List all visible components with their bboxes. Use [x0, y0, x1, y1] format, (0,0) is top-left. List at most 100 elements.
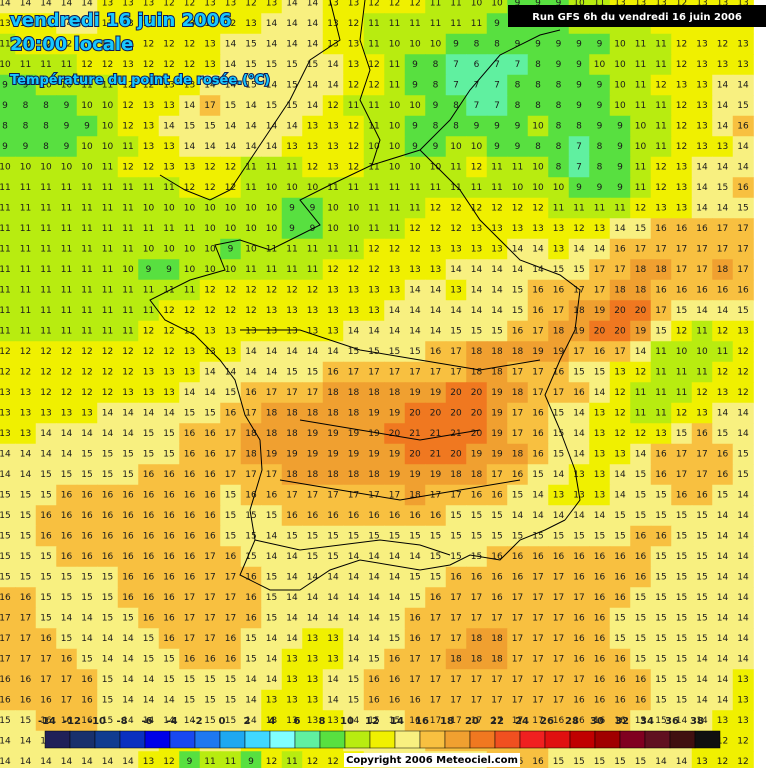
field-value: 15 [81, 593, 92, 603]
field-cell [589, 525, 611, 547]
field-value: 10 [81, 142, 93, 152]
field-value: 14 [430, 306, 442, 316]
field-value: 15 [676, 614, 687, 624]
field-cell [466, 279, 488, 301]
legend-swatch [244, 730, 271, 749]
field-value: 13 [61, 409, 72, 419]
field-value: 10 [635, 122, 647, 132]
field-value: 14 [61, 19, 73, 29]
field-value: 17 [389, 491, 400, 501]
field-cell [261, 628, 283, 650]
field-cell [589, 464, 611, 486]
field-cell [220, 156, 242, 178]
field-value: 17 [450, 716, 461, 726]
field-value: 15 [614, 511, 625, 521]
field-cell [691, 628, 713, 650]
field-cell [343, 74, 365, 96]
field-value: 13 [20, 19, 31, 29]
field-cell [384, 279, 406, 301]
field-value: 11 [573, 204, 584, 214]
field-cell [650, 177, 672, 199]
field-cell [15, 218, 37, 240]
field-value: 15 [655, 552, 666, 562]
field-cell [343, 259, 365, 281]
field-value: 10 [266, 224, 278, 234]
field-value: 20 [471, 388, 483, 398]
field-value: 15 [430, 573, 441, 583]
field-value: 16 [737, 286, 749, 296]
field-cell [76, 566, 98, 588]
field-cell [179, 115, 201, 137]
field-cell [76, 259, 98, 281]
field-value: 17 [204, 573, 215, 583]
field-value: 15 [143, 634, 154, 644]
field-cell [138, 443, 160, 465]
field-value: 10 [348, 204, 360, 214]
field-value: 11 [20, 60, 31, 70]
field-cell [466, 197, 488, 219]
legend-label: -8 [116, 716, 127, 727]
field-value: 13 [163, 142, 174, 152]
field-cell [548, 115, 570, 137]
field-value: 18 [573, 306, 585, 316]
field-value: 11 [553, 204, 564, 214]
field-value: 12 [204, 286, 215, 296]
field-value: 7 [474, 81, 480, 91]
field-value: 11 [286, 757, 297, 767]
field-cell [117, 13, 139, 35]
field-cell [650, 382, 672, 404]
field-value: 8 [494, 40, 500, 50]
field-value: 15 [676, 634, 687, 644]
field-value: 16 [122, 552, 134, 562]
field-value: 16 [143, 532, 155, 542]
field-value: 18 [471, 368, 483, 378]
field-value: 11 [40, 224, 51, 234]
field-cell [732, 423, 754, 445]
field-cell [199, 136, 221, 158]
legend-label: 18 [440, 716, 454, 727]
field-value: 18 [389, 388, 401, 398]
field-cell [261, 13, 283, 35]
field-value: 11 [102, 306, 113, 316]
field-cell [548, 566, 570, 588]
field-value: 14 [61, 429, 73, 439]
field-cell [15, 279, 37, 301]
field-cell [486, 0, 508, 14]
field-cell [35, 300, 57, 322]
field-value: 14 [512, 265, 524, 275]
field-value: 12 [635, 429, 646, 439]
field-value: 11 [409, 204, 420, 214]
field-cell [507, 566, 529, 588]
field-cell [117, 115, 139, 137]
field-cell [650, 628, 672, 650]
field-value: 14 [717, 81, 729, 91]
field-value: 11 [143, 306, 154, 316]
field-value: 12 [737, 757, 748, 767]
field-cell [302, 197, 324, 219]
field-value: 9 [576, 183, 582, 193]
field-value: 13 [184, 163, 195, 173]
field-cell [671, 402, 693, 424]
field-value: 14 [163, 409, 175, 419]
field-cell [630, 689, 652, 711]
field-value: 14 [635, 450, 647, 460]
field-cell [343, 382, 365, 404]
field-cell [609, 484, 631, 506]
field-value: 11 [122, 245, 133, 255]
field-value: 10 [635, 142, 647, 152]
field-cell [322, 587, 344, 609]
field-value: 16 [348, 511, 360, 521]
field-cell [343, 628, 365, 650]
field-cell [445, 464, 467, 486]
field-cell [404, 402, 426, 424]
field-cell [15, 300, 37, 322]
field-cell [220, 0, 242, 14]
field-cell [158, 300, 180, 322]
field-value: 13 [737, 675, 748, 685]
field-value: 15 [102, 696, 113, 706]
field-cell [302, 382, 324, 404]
field-value: 19 [409, 470, 421, 480]
field-value: 14 [737, 429, 749, 439]
field-cell [527, 607, 549, 629]
field-value: 11 [655, 101, 666, 111]
